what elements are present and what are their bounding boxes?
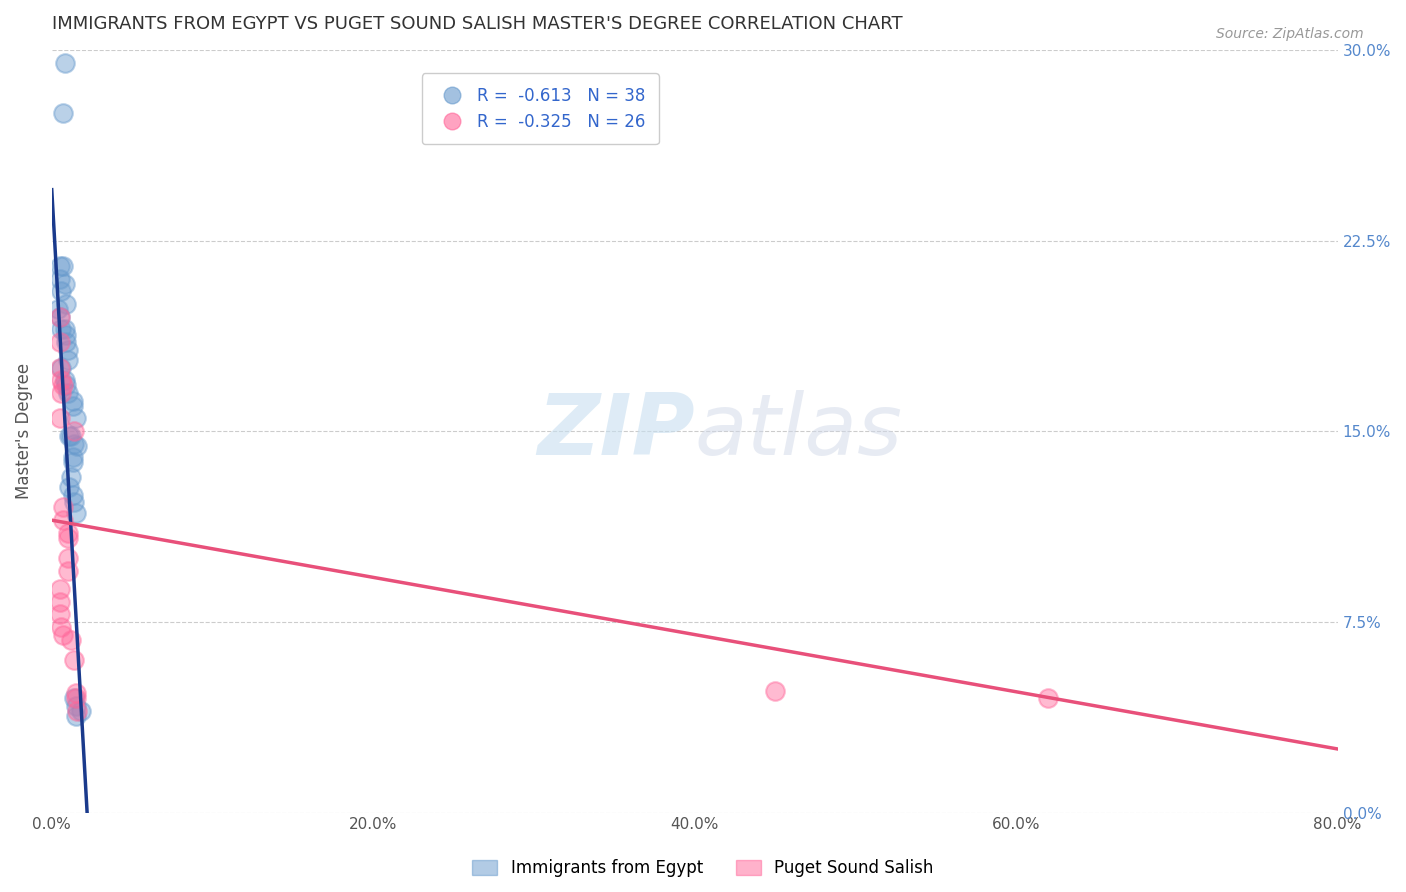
Text: atlas: atlas (695, 390, 903, 473)
Point (62, 455, 84, 469)
Point (52, 378, 75, 392)
Point (53, 55, 76, 70)
Text: IMMIGRANTS FROM EGYPT VS PUGET SOUND SALISH MASTER'S DEGREE CORRELATION CHART: IMMIGRANTS FROM EGYPT VS PUGET SOUND SAL… (52, 15, 903, 33)
Point (46, 302, 69, 317)
Point (65, 698, 87, 713)
Point (53, 277, 76, 291)
Point (56, 564, 79, 578)
Point (763, 683, 786, 698)
Point (65, 709, 87, 723)
Point (51, 620, 73, 634)
Point (49, 411, 72, 425)
Point (53, 322, 76, 336)
Point (62, 399, 84, 413)
Point (62, 488, 84, 502)
Point (49, 310, 72, 324)
Point (49, 335, 72, 350)
Point (69, 704, 91, 718)
Point (51, 322, 73, 336)
Text: Source: ZipAtlas.com: Source: ZipAtlas.com (1216, 27, 1364, 41)
Point (49, 607, 72, 622)
Point (62, 450, 84, 464)
Point (49, 271, 72, 285)
Point (51, 360, 73, 375)
Point (55, 378, 77, 392)
Y-axis label: Master's Degree: Master's Degree (15, 363, 32, 500)
Point (49, 582, 72, 596)
Point (60, 470, 83, 484)
Point (58, 480, 80, 494)
Point (58, 429, 80, 443)
Point (55, 297, 77, 311)
Point (56, 386, 79, 401)
Point (66, 439, 89, 453)
Legend: R =  -0.613   N = 38, R =  -0.325   N = 26: R = -0.613 N = 38, R = -0.325 N = 26 (422, 73, 659, 145)
Point (60, 429, 83, 443)
Point (56, 525, 79, 540)
Point (52, 627, 75, 641)
Point (63, 437, 86, 451)
Point (49, 594, 72, 608)
Point (52, 500, 75, 515)
Point (51, 285, 73, 299)
Point (55, 335, 77, 350)
Point (51, 386, 73, 401)
Point (65, 411, 87, 425)
Point (63, 495, 86, 509)
Point (63, 424, 86, 438)
Point (49, 360, 72, 375)
Point (56, 531, 79, 545)
Point (49, 310, 72, 324)
Point (56, 343, 79, 357)
Point (65, 506, 87, 520)
Point (1038, 691, 1060, 706)
Point (66, 704, 89, 718)
Point (49, 259, 72, 273)
Point (52, 106, 75, 120)
Point (60, 632, 83, 647)
Point (52, 259, 75, 273)
Text: ZIP: ZIP (537, 390, 695, 473)
Point (55, 327, 77, 342)
Point (63, 691, 86, 706)
Legend: Immigrants from Egypt, Puget Sound Salish: Immigrants from Egypt, Puget Sound Salis… (465, 853, 941, 884)
Point (63, 653, 86, 667)
Point (52, 513, 75, 527)
Point (62, 393, 84, 408)
Point (53, 373, 76, 387)
Point (65, 691, 87, 706)
Point (56, 551, 79, 566)
Point (51, 373, 73, 387)
Point (56, 353, 79, 368)
Point (65, 686, 87, 700)
